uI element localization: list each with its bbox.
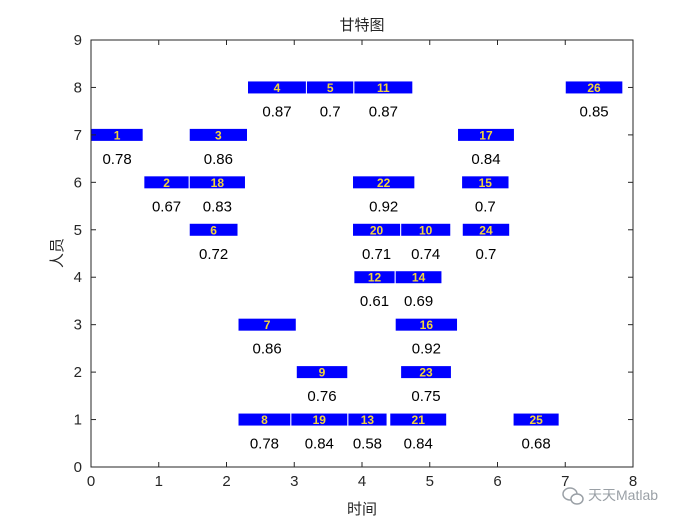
task-bar-6	[188, 222, 239, 237]
y-tick-label: 2	[74, 364, 82, 381]
y-tick-label: 6	[74, 174, 82, 191]
task-value-label: 0.87	[369, 103, 398, 120]
task-bar-18	[188, 175, 246, 190]
task-value-label: 0.74	[411, 246, 440, 263]
watermark-text: 天天Matlab	[588, 487, 658, 503]
task-bar-16	[394, 317, 459, 332]
task-id-label: 4	[274, 81, 281, 95]
task-value-label: 0.7	[475, 198, 496, 215]
task-bar-24	[461, 222, 511, 237]
task-value-label: 0.76	[307, 388, 336, 405]
x-tick-label: 7	[561, 473, 569, 490]
task-bar-22	[352, 175, 416, 190]
wechat-icon	[562, 487, 584, 505]
y-tick-label: 5	[74, 222, 82, 239]
task-id-label: 24	[479, 223, 493, 237]
x-tick-label: 4	[358, 473, 366, 490]
task-id-label: 20	[370, 223, 384, 237]
y-tick-label: 8	[74, 79, 82, 96]
task-id-label: 25	[529, 413, 543, 427]
task-value-label: 0.86	[204, 151, 233, 168]
task-id-label: 16	[420, 318, 434, 332]
x-tick-label: 5	[426, 473, 434, 490]
task-value-label: 0.85	[579, 103, 608, 120]
x-tick-label: 8	[629, 473, 637, 490]
task-id-label: 3	[215, 128, 222, 142]
task-id-label: 26	[587, 81, 601, 95]
x-tick-label: 3	[290, 473, 298, 490]
y-tick-label: 7	[74, 127, 82, 144]
task-value-label: 0.61	[360, 293, 389, 310]
task-bar-20	[352, 222, 402, 237]
task-id-label: 18	[211, 176, 225, 190]
task-value-label: 0.71	[362, 246, 391, 263]
task-bar-14	[394, 270, 443, 285]
task-id-label: 13	[361, 413, 375, 427]
x-tick-label: 2	[222, 473, 230, 490]
task-id-label: 8	[261, 413, 268, 427]
task-id-label: 15	[479, 176, 493, 190]
task-bar-17	[457, 127, 515, 142]
y-tick-label: 0	[74, 459, 82, 476]
task-id-label: 7	[264, 318, 271, 332]
y-tick-label: 1	[74, 412, 82, 429]
task-value-label: 0.58	[353, 436, 382, 453]
bars-layer: 10.7820.6730.8640.8750.760.7270.8680.789…	[90, 80, 624, 453]
task-bar-21	[389, 412, 448, 427]
task-id-label: 9	[319, 366, 326, 380]
task-value-label: 0.67	[152, 198, 181, 215]
task-bar-25	[512, 412, 560, 427]
task-value-label: 0.83	[203, 198, 232, 215]
task-value-label: 0.78	[102, 151, 131, 168]
task-value-label: 0.84	[305, 436, 334, 453]
task-value-label: 0.84	[471, 151, 500, 168]
task-bar-7	[237, 317, 297, 332]
task-id-label: 10	[419, 223, 433, 237]
task-id-label: 17	[479, 128, 493, 142]
x-tick-label: 1	[155, 473, 163, 490]
task-value-label: 0.7	[476, 246, 497, 263]
task-id-label: 6	[210, 223, 217, 237]
task-id-label: 19	[313, 413, 327, 427]
task-value-label: 0.87	[262, 103, 291, 120]
task-bar-3	[188, 127, 249, 142]
task-value-label: 0.78	[250, 436, 279, 453]
task-id-label: 14	[412, 271, 426, 285]
y-axis-label: 人员	[48, 238, 66, 268]
y-tick-label: 3	[74, 317, 82, 334]
task-bar-26	[564, 80, 624, 95]
task-value-label: 0.72	[199, 246, 228, 263]
task-value-label: 0.68	[522, 436, 551, 453]
watermark: 天天Matlab	[562, 487, 658, 505]
task-id-label: 12	[368, 271, 382, 285]
task-value-label: 0.69	[404, 293, 433, 310]
task-id-label: 23	[419, 366, 433, 380]
task-value-label: 0.86	[253, 341, 282, 358]
task-value-label: 0.92	[412, 341, 441, 358]
task-bar-23	[400, 365, 452, 380]
task-bar-15	[461, 175, 510, 190]
chart-title: 甘特图	[339, 16, 384, 34]
task-value-label: 0.7	[320, 103, 341, 120]
task-id-label: 11	[377, 81, 390, 95]
task-bar-19	[290, 412, 349, 427]
task-value-label: 0.84	[404, 436, 433, 453]
task-id-label: 22	[377, 176, 391, 190]
y-tick-label: 4	[74, 269, 82, 286]
task-id-label: 5	[327, 81, 334, 95]
task-id-label: 1	[114, 128, 121, 142]
x-axis-label: 时间	[347, 500, 377, 518]
task-value-label: 0.75	[411, 388, 440, 405]
task-id-label: 21	[412, 413, 426, 427]
task-id-label: 2	[163, 176, 170, 190]
task-bar-9	[295, 365, 349, 380]
y-tick-label: 9	[74, 32, 82, 49]
x-tick-label: 0	[87, 473, 95, 490]
x-tick-label: 6	[493, 473, 501, 490]
task-value-label: 0.92	[369, 198, 398, 215]
task-bar-11	[353, 80, 414, 95]
